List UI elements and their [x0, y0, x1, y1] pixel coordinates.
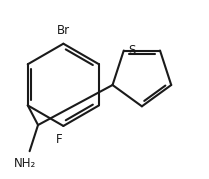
Text: S: S: [129, 44, 136, 57]
Text: F: F: [56, 132, 63, 146]
Text: NH₂: NH₂: [14, 157, 36, 170]
Text: Br: Br: [57, 24, 70, 37]
